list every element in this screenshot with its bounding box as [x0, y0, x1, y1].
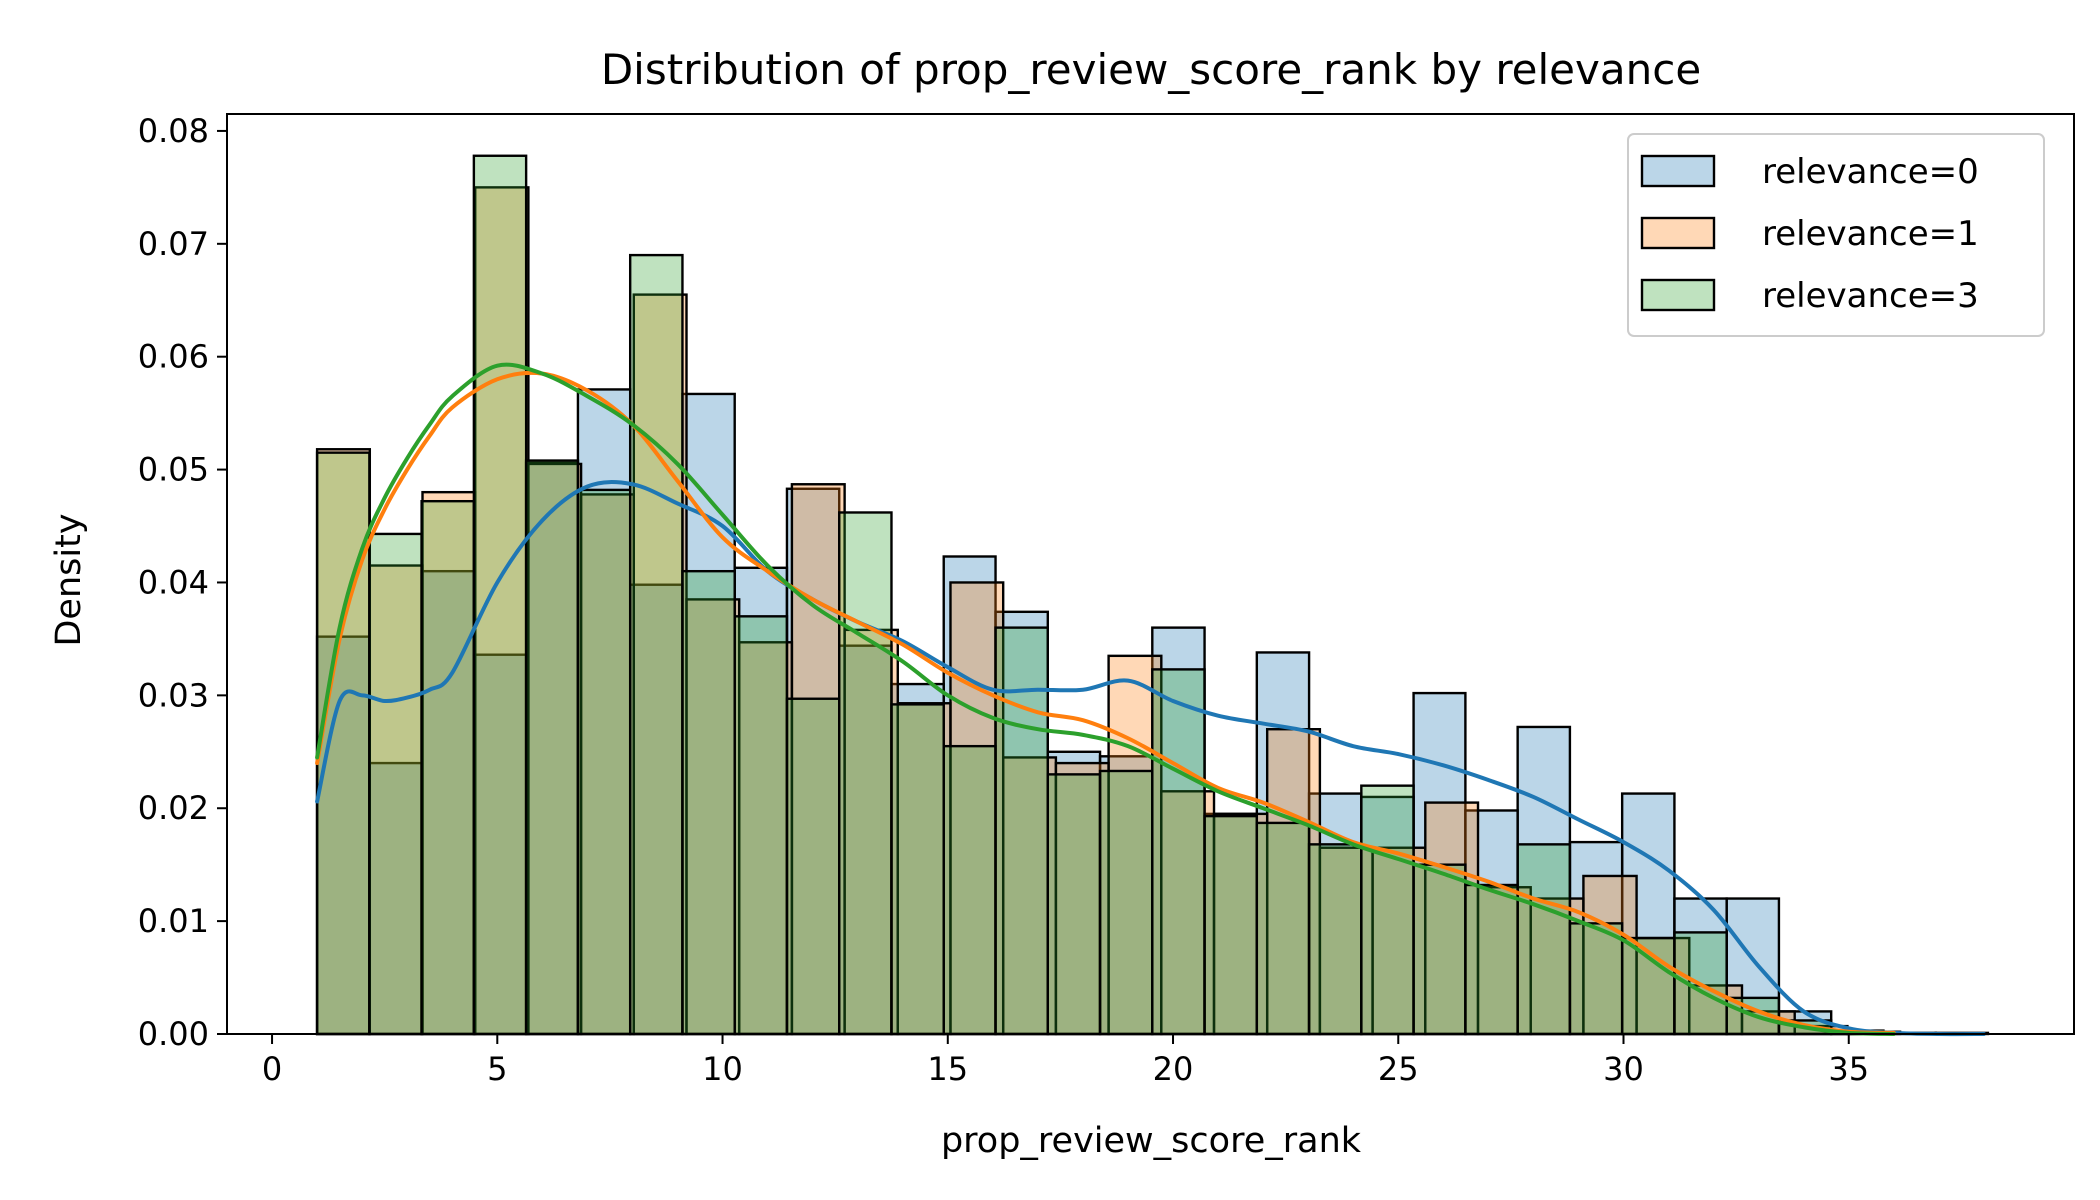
bar-series-2-bin-7	[681, 569, 736, 1036]
kde-line-series-0	[315, 480, 1986, 1037]
chart-title: Distribution of prop_review_score_rank b…	[601, 45, 1701, 94]
histogram-bars	[315, 154, 1990, 1036]
bar-series-0-bin-11	[890, 682, 945, 1036]
bar-series-2-bin-6	[628, 253, 684, 1036]
bar-series-0-bin-20	[1360, 795, 1415, 1036]
bars-series-2	[315, 154, 1885, 1036]
bar-series-2-bin-3	[472, 154, 528, 1036]
bar-series-2-bin-20	[1360, 784, 1415, 1036]
y-tick-label-8: 0.08	[138, 112, 209, 150]
bar-series-2-bin-0	[315, 451, 371, 1036]
bar-series-2-bin-8	[733, 615, 789, 1036]
bar-series-2-bin-17	[1203, 814, 1259, 1036]
legend-swatch-2	[1640, 278, 1716, 312]
x-axis-label: prop_review_score_rank	[941, 1121, 1362, 1161]
bar-series-2-bin-18	[1255, 821, 1311, 1036]
bar-series-1-bin-6	[632, 293, 688, 1036]
y-tick-label-1: 0.01	[138, 902, 209, 940]
x-tick-label-7: 35	[1828, 1050, 1869, 1088]
bar-series-2-bin-11	[890, 703, 945, 1036]
legend-label-1: relevance=1	[1762, 214, 1979, 254]
bar-series-0-bin-22	[1464, 809, 1519, 1036]
legend: relevance=0 relevance=1 relevance=3	[1627, 133, 2045, 337]
y-tick-label-7: 0.07	[138, 225, 209, 263]
bar-series-2-bin-14	[1046, 773, 1102, 1036]
bar-series-2-bin-1	[368, 532, 423, 1036]
kde-curves	[315, 362, 1986, 1037]
x-tick-label-5: 25	[1378, 1050, 1419, 1088]
x-tick-label-0: 0	[262, 1050, 282, 1088]
axes: 0 5 10 15 20 25 30 35 0.00 0.01 0.02 0.03 0.04 0.05 0.…	[138, 112, 2075, 1088]
bar-series-0-bin-23	[1516, 725, 1572, 1036]
kde-line-series-1	[315, 370, 1896, 1035]
bar-series-2-bin-13	[994, 626, 1049, 1036]
y-tick-label-5: 0.05	[138, 451, 209, 489]
legend-label-2: relevance=3	[1762, 276, 1979, 316]
y-tick-label-0: 0.00	[138, 1015, 209, 1053]
y-tick-label-3: 0.03	[138, 676, 209, 714]
bar-series-2-bin-21	[1412, 863, 1467, 1036]
bar-series-1-bin-17	[1212, 812, 1269, 1036]
plot-frame	[226, 113, 2075, 1035]
x-tick-label-1: 5	[487, 1050, 507, 1088]
bar-series-2-bin-16	[1151, 668, 1206, 1036]
bar-series-2-bin-19	[1307, 843, 1363, 1036]
bar-series-0-bin-25	[1620, 792, 1676, 1036]
bar-series-1-bin-10	[843, 628, 899, 1036]
bar-series-2-bin-23	[1516, 843, 1572, 1036]
legend-label-0: relevance=0	[1762, 152, 1979, 192]
bar-series-2-bin-24	[1568, 922, 1624, 1036]
bar-series-2-bin-10	[838, 511, 893, 1036]
legend-swatch-0	[1640, 154, 1716, 188]
bar-series-2-bin-15	[1098, 769, 1154, 1036]
legend-box	[1627, 133, 2045, 337]
y-tick-label-2: 0.02	[138, 789, 209, 827]
y-tick-label-6: 0.06	[138, 338, 209, 376]
bars-series-1	[315, 186, 1902, 1036]
x-tick-label-2: 10	[702, 1050, 743, 1088]
bar-series-2-bin-4	[524, 459, 580, 1036]
y-tick-label-4: 0.04	[138, 563, 209, 601]
bar-series-1-bin-21	[1424, 801, 1480, 1036]
bar-series-2-bin-22	[1464, 883, 1519, 1036]
bar-series-1-bin-7	[685, 598, 741, 1036]
bar-series-2-bin-5	[576, 488, 632, 1036]
bar-series-2-bin-2	[420, 499, 476, 1036]
x-tick-label-6: 30	[1603, 1050, 1644, 1088]
bar-series-1-bin-22	[1476, 886, 1532, 1036]
bar-series-1-bin-19	[1318, 846, 1374, 1036]
bar-series-1-bin-8	[738, 641, 794, 1036]
bar-series-0-bin-1	[368, 761, 423, 1036]
x-tick-label-4: 20	[1153, 1050, 1194, 1088]
legend-swatch-1	[1640, 216, 1716, 250]
y-axis-label: Density	[49, 513, 89, 646]
x-tick-label-3: 15	[927, 1050, 968, 1088]
bar-series-0-bin-24	[1568, 840, 1624, 1036]
kde-line-series-2	[315, 362, 1896, 1036]
bar-series-2-bin-12	[942, 744, 997, 1036]
bar-series-1-bin-24	[1582, 874, 1638, 1036]
bar-series-2-bin-9	[785, 697, 841, 1036]
